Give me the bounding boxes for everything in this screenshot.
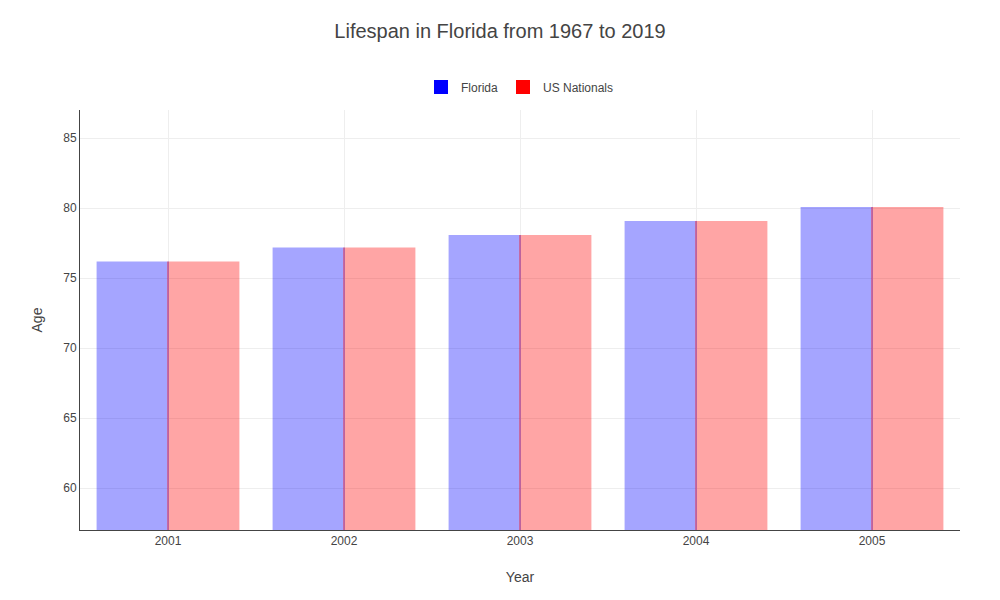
svg-text:Year: Year <box>506 569 535 585</box>
svg-text:85: 85 <box>63 131 77 145</box>
svg-text:Florida: Florida <box>461 81 498 95</box>
svg-text:80: 80 <box>63 201 77 215</box>
svg-text:60: 60 <box>63 481 77 495</box>
svg-text:2003: 2003 <box>507 534 534 548</box>
svg-text:Lifespan in Florida from 1967: Lifespan in Florida from 1967 to 2019 <box>334 20 665 42</box>
svg-text:75: 75 <box>63 271 77 285</box>
svg-text:70: 70 <box>63 341 77 355</box>
svg-text:2001: 2001 <box>155 534 182 548</box>
svg-text:Age: Age <box>29 307 45 332</box>
svg-text:US Nationals: US Nationals <box>543 81 613 95</box>
svg-text:65: 65 <box>63 411 77 425</box>
svg-text:2005: 2005 <box>859 534 886 548</box>
svg-text:2002: 2002 <box>331 534 358 548</box>
svg-text:2004: 2004 <box>683 534 710 548</box>
